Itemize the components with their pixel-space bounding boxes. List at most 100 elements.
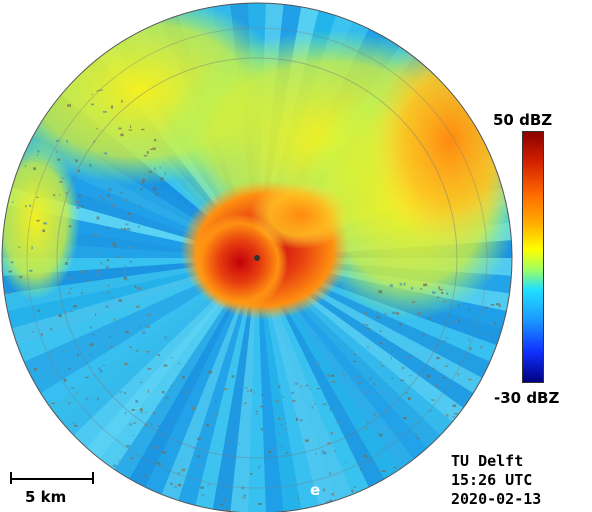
clutter-speck [118, 460, 120, 462]
beam-sector [229, 258, 257, 512]
clutter-speck [76, 353, 79, 356]
clutter-speck [105, 305, 109, 308]
clutter-speck [146, 351, 149, 353]
clutter-speck [154, 139, 157, 142]
clutter-speck [305, 384, 309, 387]
clutter-speck [410, 355, 413, 357]
clutter-speck [209, 373, 212, 375]
clutter-speck [103, 152, 108, 155]
clutter-speck [33, 167, 36, 171]
clutter-speck [181, 468, 186, 472]
clutter-speck [432, 367, 435, 370]
clutter-speck [406, 356, 409, 359]
clutter-speck [242, 497, 246, 499]
beam-sector [46, 258, 258, 426]
clutter-speck [100, 261, 103, 265]
clutter-speck [376, 432, 379, 434]
beam-sector [194, 258, 257, 512]
clutter-speck [490, 304, 495, 306]
clutter-speck [200, 437, 202, 440]
clutter-speck [111, 204, 115, 207]
clutter-speck [315, 453, 317, 455]
clutter-speck [131, 409, 135, 411]
clutter-speck [223, 498, 225, 502]
clutter-speck [65, 192, 68, 194]
clutter-speck [363, 454, 368, 458]
clutter-speck [68, 225, 72, 228]
clutter-speck [314, 374, 316, 376]
clutter-speck [140, 408, 143, 411]
clutter-speck [125, 223, 129, 226]
clutter-speck [141, 181, 144, 184]
clutter-speck [258, 503, 263, 505]
clutter-speck [69, 278, 72, 281]
clutter-speck [244, 387, 248, 389]
clutter-speck [178, 472, 180, 475]
clutter-speck [138, 225, 140, 228]
clutter-speck [10, 261, 14, 264]
clutter-speck [51, 402, 55, 404]
clutter-speck [173, 421, 175, 423]
clutter-speck [112, 242, 116, 246]
clutter-speck [429, 410, 433, 412]
clutter-speck [68, 367, 71, 370]
clutter-speck [70, 387, 75, 389]
clutter-speck [74, 424, 78, 427]
clutter-speck [443, 300, 447, 302]
clutter-speck [261, 394, 263, 396]
clutter-speck [163, 402, 166, 405]
clutter-speck [109, 346, 113, 348]
clutter-speck [414, 433, 417, 436]
clutter-speck [170, 356, 173, 358]
clutter-speck [400, 379, 405, 382]
clutter-speck [43, 222, 47, 225]
clutter-speck [227, 441, 230, 443]
clutter-speck [138, 325, 141, 328]
clutter-speck [357, 375, 361, 377]
clutter-speck [109, 335, 111, 338]
clutter-speck [212, 417, 214, 419]
clutter-speck [42, 229, 45, 233]
clutter-speck [56, 150, 58, 153]
clutter-speck [153, 412, 155, 415]
clutter-speck [189, 400, 192, 402]
beam-sector [176, 258, 257, 511]
clutter-speck [278, 432, 281, 435]
clutter-speck [329, 407, 332, 411]
clutter-speck [124, 265, 126, 268]
clutter-speck [70, 287, 72, 289]
clutter-speck [123, 276, 127, 280]
clutter-speck [146, 475, 149, 479]
radar-site-marker [254, 255, 260, 261]
clutter-speck [8, 270, 13, 273]
clutter-speck [110, 296, 113, 299]
clutter-speck [162, 451, 166, 454]
clutter-speck [443, 340, 446, 343]
clutter-speck [429, 317, 432, 320]
clutter-speck [311, 406, 314, 409]
clutter-speck [65, 262, 68, 265]
clutter-speck [127, 228, 131, 231]
clutter-speck [265, 448, 269, 450]
clutter-speck [330, 374, 335, 377]
clutter-speck [369, 377, 372, 380]
clutter-speck [25, 205, 27, 208]
clutter-speck [92, 247, 94, 249]
clutter-speck [144, 474, 146, 477]
clutter-speck [423, 283, 428, 287]
beam-sector [69, 258, 257, 452]
clutter-speck [143, 155, 148, 157]
clutter-speck [61, 177, 65, 179]
clutter-speck [435, 345, 438, 347]
clutter-speck [36, 219, 40, 222]
clutter-speck [331, 493, 335, 496]
clutter-speck [237, 442, 240, 445]
clutter-speck [417, 312, 421, 316]
clutter-speck [128, 129, 133, 131]
clutter-speck [164, 172, 167, 175]
clutter-speck [376, 391, 379, 394]
clutter-speck [408, 375, 413, 377]
beam-sector [96, 258, 258, 474]
